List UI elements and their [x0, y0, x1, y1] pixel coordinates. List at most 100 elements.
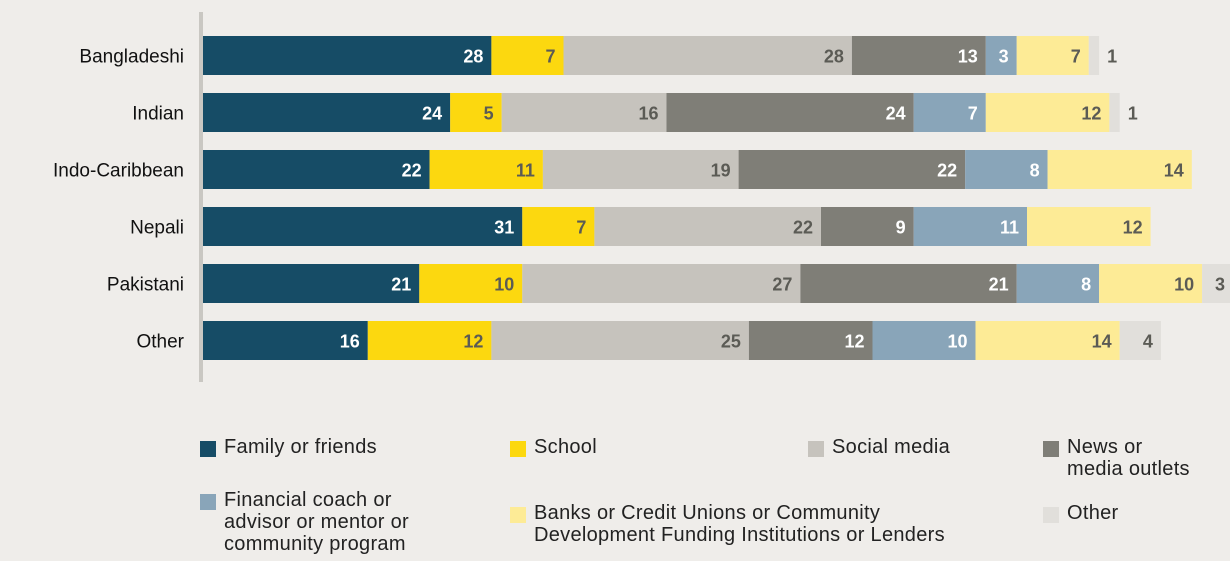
data-label: 12 [844, 332, 864, 352]
data-label: 24 [886, 104, 906, 124]
bar-segment [1099, 264, 1203, 303]
legend-swatch [510, 507, 526, 523]
bar-segment [594, 207, 821, 246]
bar-segment [666, 93, 914, 132]
bar-segment [748, 321, 873, 360]
legend-label: Other [1067, 502, 1119, 524]
data-label: 28 [463, 47, 483, 67]
legend-label-line: Financial coach or [224, 489, 392, 511]
bar-segment [965, 150, 1048, 189]
bar-segment [851, 36, 986, 75]
bar-segment [203, 264, 420, 303]
bar-segment [913, 207, 1027, 246]
data-label: 7 [545, 47, 555, 67]
data-label: 10 [947, 332, 967, 352]
category-label: Other [136, 332, 184, 353]
legend-label-line: School [534, 436, 597, 458]
bar-segment [1016, 264, 1100, 303]
data-label: 9 [896, 218, 906, 238]
bar-segment [203, 321, 368, 360]
legend-label-line: Family or friends [224, 436, 377, 458]
data-label: 10 [494, 275, 514, 295]
bar-segment [738, 150, 966, 189]
legend-label: Financial coach or advisor or mentor or co… [224, 489, 409, 555]
data-label: 31 [494, 218, 514, 238]
legend-label: Social media [832, 436, 950, 458]
y-axis-line [199, 12, 203, 382]
category-label: Indian [132, 104, 184, 125]
data-label: 7 [576, 218, 586, 238]
bar-segment [522, 264, 801, 303]
data-label: 3 [999, 47, 1009, 67]
legend-item: Family or friends [200, 436, 377, 458]
legend-item: Social media [808, 436, 950, 458]
data-label: 14 [1092, 332, 1112, 352]
bar-segment [1119, 321, 1161, 360]
bar-segment [563, 36, 852, 75]
legend-swatch [200, 494, 216, 510]
bar-segment [542, 150, 739, 189]
data-label: 4 [1143, 332, 1153, 352]
legend-swatch [200, 441, 216, 457]
data-label: 8 [1081, 275, 1091, 295]
bar-segment [491, 36, 564, 75]
bar-segment [491, 321, 749, 360]
data-label: 7 [1071, 47, 1081, 67]
bar-segment [1202, 264, 1230, 303]
bar-segment [450, 93, 502, 132]
category-label: Bangladeshi [79, 47, 184, 68]
data-label: 7 [968, 104, 978, 124]
data-label: 16 [340, 332, 360, 352]
legend-label-line: Other [1067, 502, 1119, 524]
bar-segment [522, 207, 595, 246]
legend-label-line: News or [1067, 436, 1143, 458]
bar-segment [501, 93, 667, 132]
bar-segment [419, 264, 523, 303]
category-label: Pakistani [107, 275, 184, 296]
bar-segment [1109, 93, 1120, 132]
data-label: 19 [711, 161, 731, 181]
legend-item: News or media outlets [1043, 436, 1190, 480]
bar-segment [913, 93, 986, 132]
legend-label-line: media outlets [1067, 458, 1190, 480]
data-label: 21 [989, 275, 1009, 295]
data-label: 5 [484, 104, 494, 124]
legend-swatch [808, 441, 824, 457]
data-label: 1 [1107, 47, 1117, 67]
data-label: 10 [1174, 275, 1194, 295]
bar-segment [203, 150, 430, 189]
data-label: 11 [516, 161, 535, 181]
data-label: 11 [1000, 218, 1019, 238]
bar-segment [985, 93, 1110, 132]
bar-segment [1088, 36, 1100, 75]
legend-swatch [1043, 441, 1059, 457]
data-label: 12 [463, 332, 483, 352]
legend-label-line: Development Funding Institutions or Lend… [534, 524, 945, 546]
data-label: 22 [937, 161, 957, 181]
bar-segment [985, 36, 1017, 75]
bar-segment [1047, 150, 1192, 189]
bar-segment [821, 207, 914, 246]
legend-label-line: advisor or mentor or [224, 511, 409, 533]
bar-segment [975, 321, 1120, 360]
data-label: 22 [793, 218, 813, 238]
bar-segment [203, 93, 451, 132]
data-label: 1 [1128, 104, 1138, 124]
legend-label: Banks or Credit Unions or Community Devel… [534, 502, 945, 546]
data-label: 25 [721, 332, 741, 352]
data-label: 24 [422, 104, 442, 124]
data-label: 8 [1030, 161, 1040, 181]
data-label: 12 [1081, 104, 1101, 124]
legend-swatch [1043, 507, 1059, 523]
bar-segment [1027, 207, 1151, 246]
legend-item: Banks or Credit Unions or Community Devel… [510, 502, 945, 546]
bar-segment [872, 321, 976, 360]
legend-label: School [534, 436, 597, 458]
bar-segment [203, 36, 492, 75]
legend-label-line: Social media [832, 436, 951, 458]
category-label: Nepali [130, 218, 184, 239]
data-label: 22 [402, 161, 422, 181]
bar-segment [800, 264, 1017, 303]
